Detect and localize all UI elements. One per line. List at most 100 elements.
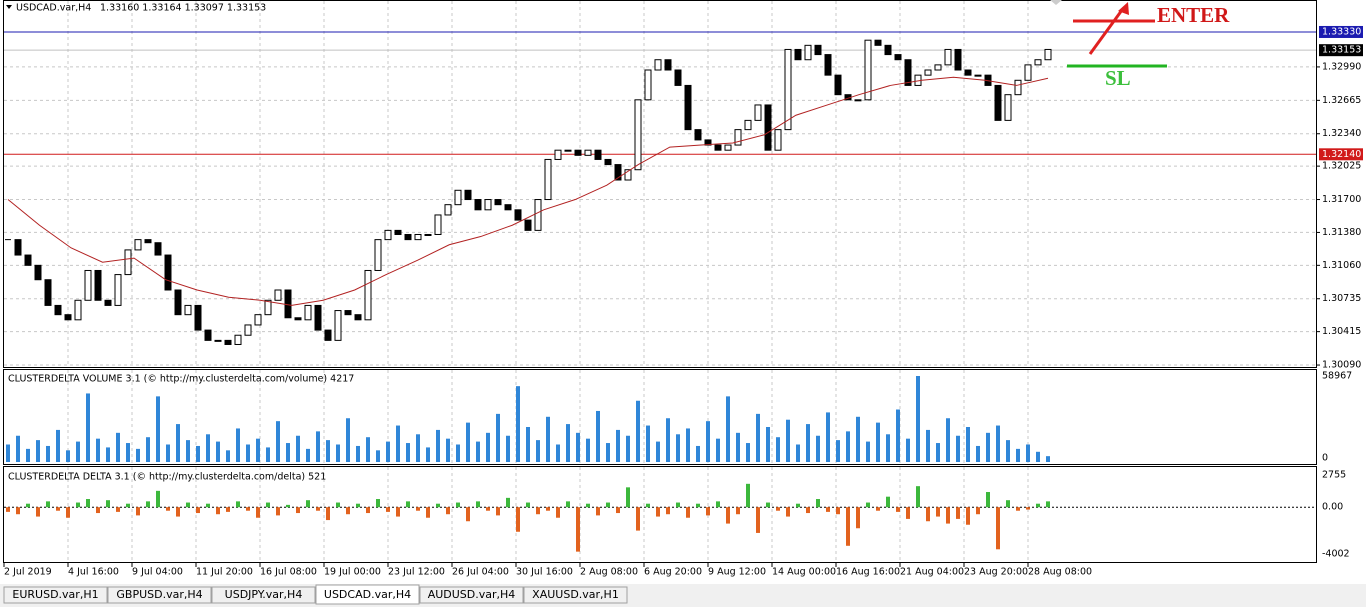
delta-bar [756,507,760,533]
candle [344,310,352,316]
candle [324,329,332,341]
volume-bar [356,445,360,462]
candle [114,274,122,306]
delta-bar [146,501,150,508]
volume-bar [906,438,910,462]
menu-arrow[interactable] [6,5,12,9]
volume-bar [846,431,850,462]
time-label: 2 Aug 08:00 [580,567,638,578]
enter-arrow [1088,9,1124,55]
tab[interactable] [419,586,524,604]
delta-bar [386,507,390,512]
tab[interactable] [3,586,108,604]
candle [44,279,52,306]
delta-bar [246,507,250,511]
candle [414,233,422,241]
delta-bar [846,507,850,546]
delta-bar [916,486,920,508]
volume-bar [626,435,630,462]
tab-label[interactable]: EURUSD.var,H1 [12,588,98,601]
volume-bar [966,426,970,462]
level-label: 1.33330 [1322,26,1361,37]
volume-bar [836,440,840,462]
symbol: USDCAD.var,H4 [16,3,91,14]
volume-bar [306,448,310,462]
delta-bar [686,507,690,518]
volume-bar [256,438,260,462]
candle [634,99,642,171]
delta-bar [156,490,160,508]
delta-tick-label: -4002 [1322,549,1350,560]
volume-bar [156,396,160,462]
candle [124,249,132,276]
tab-label[interactable]: USDCAD.var,H4 [324,588,411,601]
tab-label[interactable]: GBPUSD.var,H4 [116,588,202,601]
delta-bar [736,507,740,515]
volume-bar [636,400,640,462]
candle [884,44,892,56]
tab[interactable] [211,586,316,604]
volume-bar [416,434,420,462]
time-label: 2 Jul 2019 [4,567,52,578]
tab[interactable] [523,586,628,604]
volume-bar [666,418,670,462]
volume-bar [816,435,820,462]
tab[interactable] [107,586,212,604]
volume-bar [486,432,490,462]
volume-bar [786,419,790,462]
delta-bar [116,507,120,512]
volume-bar [896,409,900,462]
delta-bar [1016,507,1020,511]
delta-bar [296,507,300,514]
price-tick-label: 1.31380 [1322,227,1361,238]
delta-bar [576,507,580,552]
delta-bar [416,507,420,511]
candle [254,314,262,326]
candle [974,74,982,77]
volume-bar [726,396,730,462]
volume-tick-label: 0 [1322,453,1328,464]
delta-bar [626,487,630,508]
delta-bar [436,503,440,508]
volume-bar [656,441,660,462]
tab-label[interactable]: AUDUSD.var,H4 [428,588,516,601]
volume-bar [26,448,30,462]
candle [544,158,552,201]
delta-bar [126,503,130,508]
volume-bar [676,434,680,462]
volume-bar [826,412,830,462]
candle [684,84,692,131]
time-label: 4 Jul 16:00 [68,567,119,578]
tab-label[interactable]: USDJPY.var,H4 [225,588,303,601]
candle [134,239,142,251]
volume-bar [16,435,20,462]
time-label: 28 Aug 08:00 [1028,567,1092,578]
volume-bar [446,438,450,462]
delta-bar [586,503,590,508]
delta-bar [406,501,410,508]
volume-bar [496,413,500,462]
candle [814,44,822,56]
candle [834,74,842,96]
volume-bar [166,444,170,462]
volume-bar [566,424,570,462]
volume-bar [126,443,130,462]
delta-bar [16,507,20,515]
volume-bar [696,445,700,462]
delta-bar [856,507,860,529]
delta-bar [506,497,510,508]
delta-bar [986,492,990,508]
tab-label[interactable]: XAUUSD.var,H1 [532,588,619,601]
volume-bar [436,429,440,462]
volume-bar [106,447,110,462]
delta-bar [806,507,810,514]
candle [264,299,272,316]
candle [204,329,212,341]
delta-bar [286,504,290,508]
time-label: 23 Jul 12:00 [388,567,445,578]
delta-bar [976,507,980,515]
delta-bar [256,507,260,518]
tab[interactable] [315,584,420,605]
candle [284,289,292,319]
delta-bar [796,503,800,508]
